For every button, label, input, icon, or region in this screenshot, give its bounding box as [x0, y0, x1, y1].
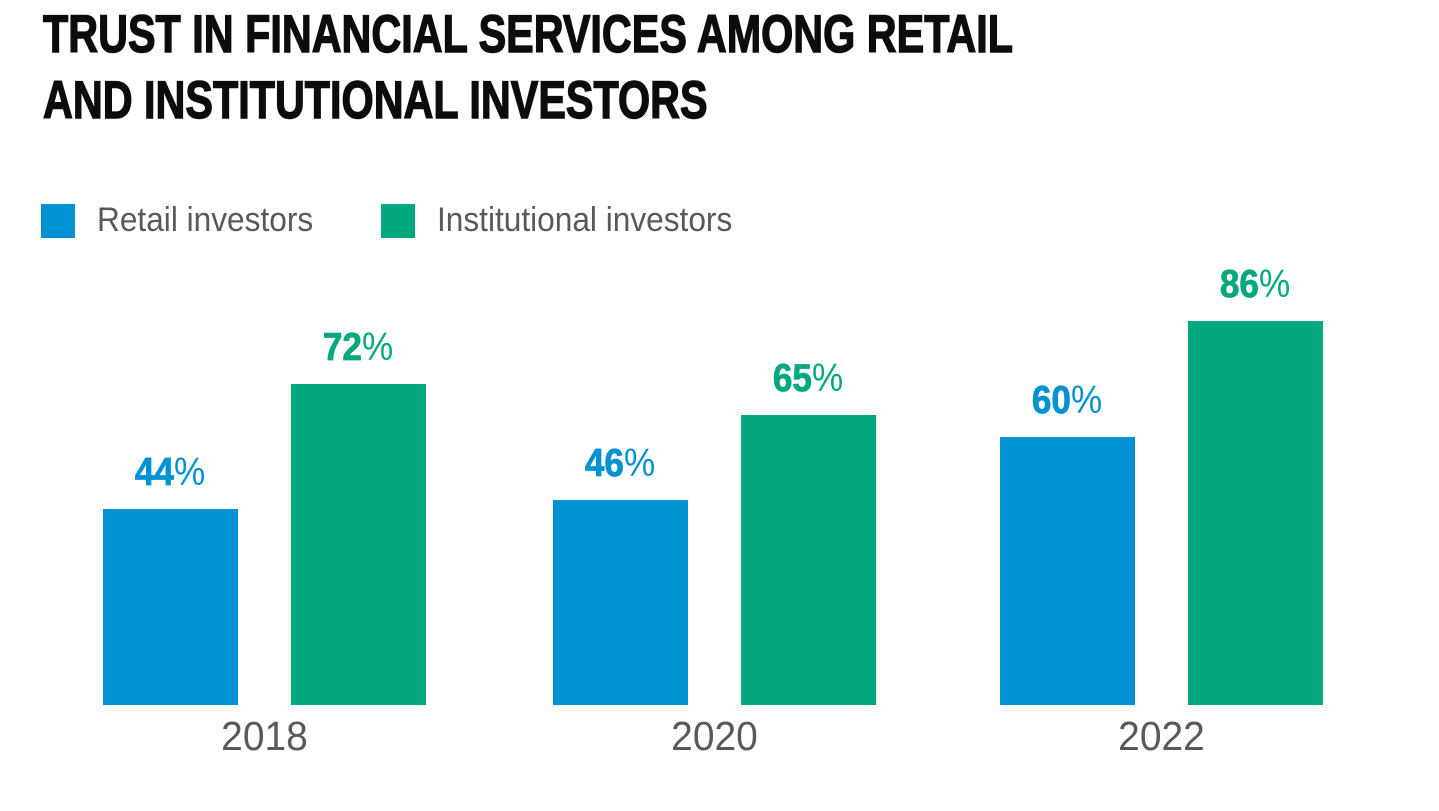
year-label-2018: 2018: [221, 713, 308, 759]
bar-institutional-2020: [741, 415, 876, 705]
bar-column-institutional-2020: 65%: [741, 359, 876, 705]
chart-title: TRUST IN FINANCIAL SERVICES AMONG RETAIL…: [42, 2, 1014, 134]
bar-column-institutional-2022: 86%: [1188, 265, 1323, 705]
bar-institutional-2022: [1188, 321, 1323, 705]
bar-column-institutional-2018: 72%: [291, 328, 426, 705]
percent-sign: %: [362, 326, 394, 369]
year-label-2020: 2020: [671, 713, 758, 759]
bar-institutional-2018: [291, 384, 426, 705]
legend: Retail investors Institutional investors: [41, 201, 755, 240]
legend-swatch-institutional-icon: [381, 203, 416, 238]
legend-swatch-retail-icon: [41, 203, 75, 238]
bar-group-2018: 44% 72% 2018: [103, 328, 426, 757]
legend-label-retail: Retail investors: [97, 201, 314, 239]
value-label-institutional-2018: 72%: [323, 326, 394, 369]
title-line-2: AND INSTITUTIONAL INVESTORS: [42, 70, 708, 130]
year-label-2022: 2022: [1118, 713, 1205, 759]
title-line-1: TRUST IN FINANCIAL SERVICES AMONG RETAIL: [42, 4, 1014, 64]
value-label-institutional-2022: 86%: [1220, 263, 1291, 306]
value-label-retail-2018: 44%: [135, 451, 206, 494]
bar-retail-2022: [1000, 437, 1135, 705]
bar-group-2022: 60% 86% 2022: [1000, 265, 1323, 757]
bar-retail-2018: [103, 509, 238, 705]
legend-item-retail: Retail investors: [41, 201, 329, 240]
bar-column-retail-2020: 46%: [553, 444, 688, 705]
bar-group-2020: 46% 65% 2020: [553, 359, 876, 757]
legend-label-institutional: Institutional investors: [437, 201, 733, 239]
value-label-institutional-2020: 65%: [773, 357, 844, 400]
percent-sign: %: [1071, 379, 1103, 422]
percent-sign: %: [1259, 263, 1291, 306]
bar-retail-2020: [553, 500, 688, 705]
bar-column-retail-2022: 60%: [1000, 381, 1135, 705]
percent-sign: %: [812, 357, 844, 400]
value-label-retail-2022: 60%: [1032, 379, 1103, 422]
value-label-retail-2020: 46%: [585, 442, 656, 485]
percent-sign: %: [624, 442, 656, 485]
bar-column-retail-2018: 44%: [103, 453, 238, 705]
legend-item-institutional: Institutional investors: [381, 201, 755, 240]
percent-sign: %: [174, 451, 206, 494]
